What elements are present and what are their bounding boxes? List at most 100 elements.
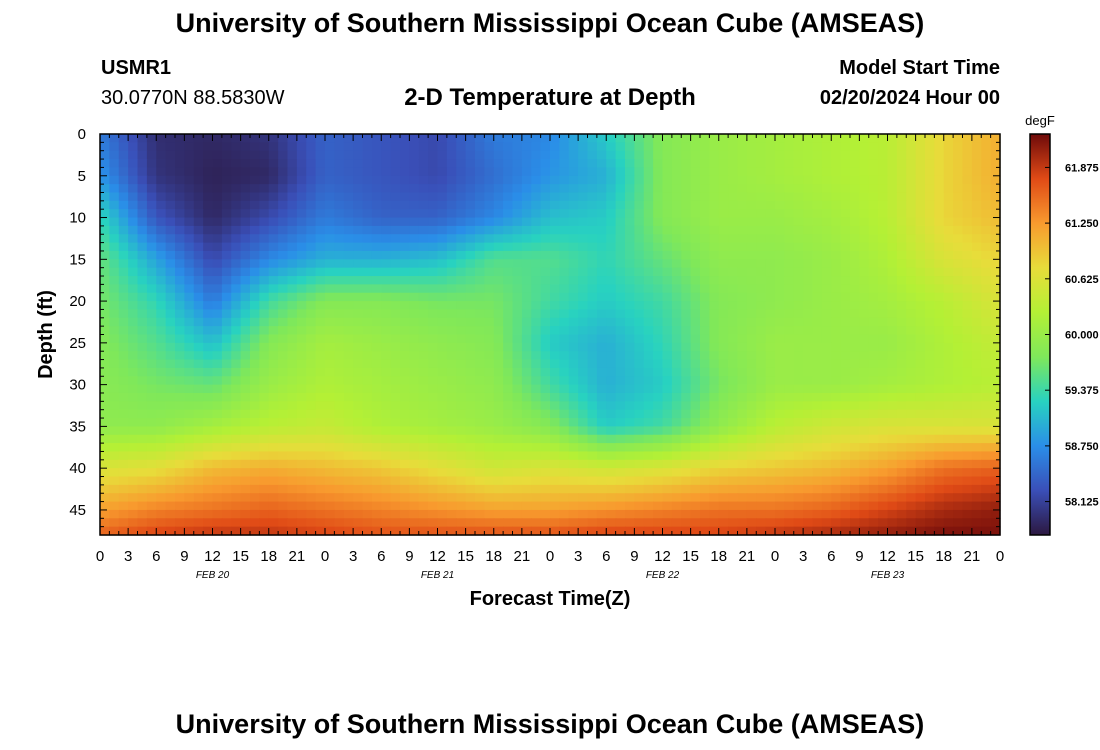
heatmap-cell — [756, 526, 767, 536]
heatmap-cell — [718, 259, 729, 269]
heatmap-cell — [596, 317, 607, 327]
heatmap-cell — [296, 376, 307, 386]
heatmap-cell — [746, 434, 757, 444]
heatmap-cell — [953, 276, 964, 285]
heatmap-cell — [184, 276, 195, 285]
heatmap-cell — [812, 459, 823, 469]
heatmap-cell — [709, 509, 720, 519]
heatmap-cell — [456, 484, 467, 494]
heatmap-cell — [268, 259, 279, 269]
heatmap-cell — [353, 409, 364, 419]
heatmap-cell — [371, 159, 382, 169]
heatmap-cell — [671, 376, 682, 386]
heatmap-cell — [606, 334, 617, 344]
heatmap-cell — [175, 225, 185, 235]
heatmap-cell — [681, 142, 692, 152]
heatmap-cell — [287, 200, 298, 210]
heatmap-cell — [568, 192, 579, 202]
heatmap-cell — [718, 376, 729, 386]
heatmap-cell — [803, 334, 814, 344]
heatmap-cell — [812, 334, 823, 344]
heatmap-cell — [840, 493, 851, 503]
heatmap-cell — [409, 351, 420, 361]
heatmap-cell — [465, 342, 476, 352]
heatmap-cell — [737, 200, 748, 210]
heatmap-cell — [315, 518, 326, 528]
heatmap-cell — [746, 451, 757, 461]
heatmap-cell — [981, 392, 992, 402]
heatmap-cell — [287, 284, 298, 294]
heatmap-cell — [812, 401, 823, 411]
heatmap-cell — [306, 434, 317, 444]
heatmap-cell — [521, 309, 532, 319]
heatmap-cell — [887, 526, 898, 536]
heatmap-cell — [850, 159, 860, 169]
colorbar-units: degF — [1025, 113, 1055, 128]
heatmap-cell — [512, 142, 523, 152]
heatmap-cell — [118, 418, 129, 427]
heatmap-cell — [343, 518, 354, 528]
heatmap-cell — [465, 309, 476, 319]
heatmap-cell — [840, 292, 851, 302]
heatmap-cell — [465, 184, 476, 194]
heatmap-cell — [334, 276, 345, 285]
heatmap-cell — [831, 234, 842, 244]
heatmap-cell — [362, 259, 373, 269]
heatmap-cell — [381, 401, 392, 411]
heatmap-cell — [943, 225, 954, 235]
heatmap-cell — [296, 142, 307, 152]
heatmap-cell — [671, 192, 682, 202]
heatmap-cell — [943, 459, 954, 469]
heatmap-cell — [746, 459, 757, 469]
heatmap-cell — [203, 434, 214, 444]
heatmap-cell — [634, 317, 645, 327]
heatmap-cell — [231, 384, 242, 394]
heatmap-cell — [390, 384, 401, 394]
heatmap-cell — [156, 225, 167, 235]
heatmap-cell — [240, 334, 251, 344]
heatmap-cell — [334, 150, 345, 160]
heatmap-cell — [353, 526, 364, 536]
heatmap-cell — [840, 301, 851, 311]
heatmap-cell — [446, 267, 457, 277]
heatmap-cell — [756, 493, 767, 503]
heatmap-cell — [559, 292, 570, 302]
heatmap-cell — [371, 426, 382, 436]
heatmap-cell — [578, 301, 589, 311]
heatmap-cell — [728, 426, 739, 436]
heatmap-cell — [887, 468, 898, 478]
heatmap-cell — [990, 468, 1001, 478]
heatmap-cell — [831, 501, 842, 511]
heatmap-cell — [400, 493, 410, 503]
heatmap-cell — [240, 493, 251, 503]
heatmap-cell — [184, 493, 195, 503]
heatmap-cell — [681, 518, 692, 528]
heatmap-cell — [868, 493, 879, 503]
heatmap-cell — [362, 276, 373, 285]
heatmap-cell — [662, 134, 673, 143]
heatmap-cell — [521, 150, 532, 160]
heatmap-cell — [540, 150, 551, 160]
heatmap-cell — [325, 284, 335, 294]
heatmap-cell — [709, 259, 720, 269]
heatmap-cell — [915, 376, 926, 386]
heatmap-cell — [100, 259, 110, 269]
heatmap-cell — [221, 359, 232, 369]
heatmap-cell — [221, 259, 232, 269]
heatmap-cell — [709, 284, 720, 294]
heatmap-cell — [728, 259, 739, 269]
heatmap-cell — [250, 259, 260, 269]
heatmap-cell — [803, 518, 814, 528]
heatmap-cell — [531, 367, 542, 377]
heatmap-cell — [231, 401, 242, 411]
heatmap-cell — [578, 242, 589, 252]
heatmap-cell — [362, 209, 373, 219]
heatmap-cell — [953, 451, 964, 461]
heatmap-cell — [953, 250, 964, 260]
heatmap-cell — [250, 476, 260, 486]
heatmap-cell — [643, 342, 654, 352]
heatmap-cell — [428, 451, 439, 461]
heatmap-cell — [128, 434, 139, 444]
heatmap-cell — [465, 301, 476, 311]
heatmap-cell — [390, 351, 401, 361]
